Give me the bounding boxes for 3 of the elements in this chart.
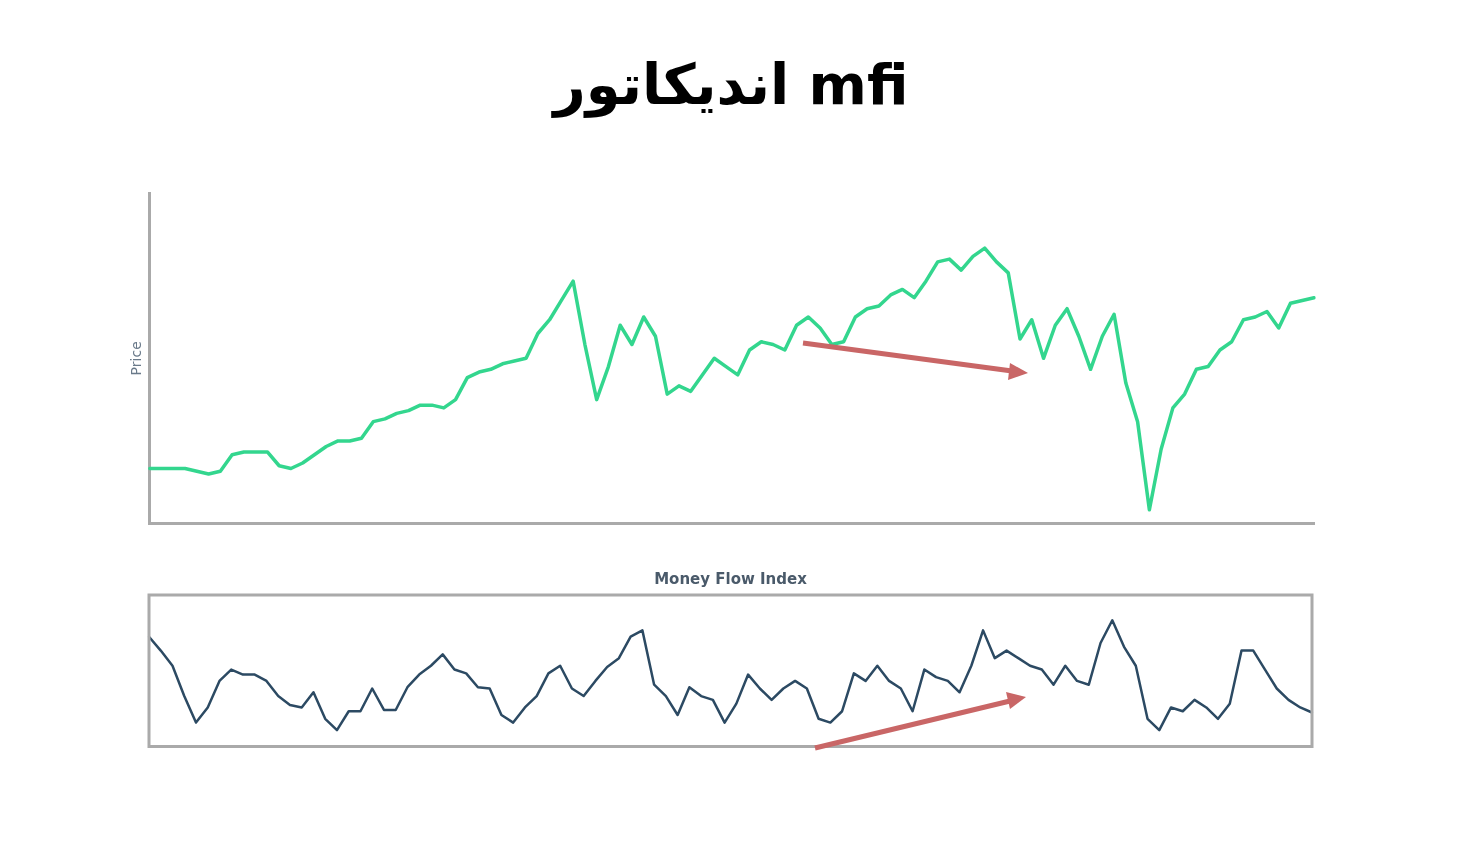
chart-title: Money Flow Index bbox=[654, 569, 808, 588]
y-axis-title: Price bbox=[128, 341, 145, 376]
chart-title: اندیکاتور mfi bbox=[550, 52, 910, 117]
